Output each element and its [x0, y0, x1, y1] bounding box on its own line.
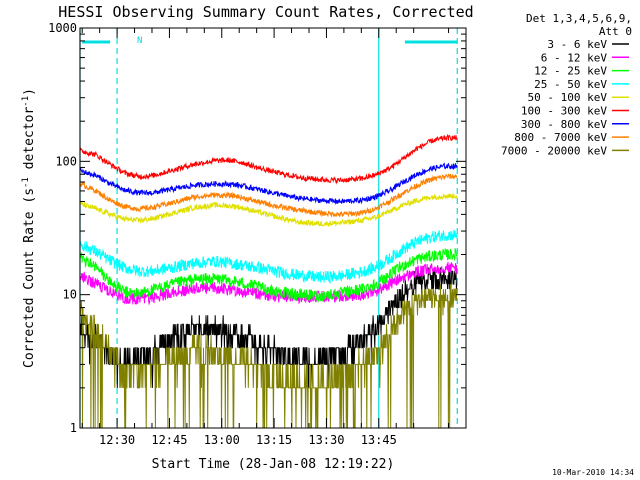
x-tick-label: 13:00: [204, 433, 240, 447]
series-line: [80, 284, 458, 428]
legend-label: 7000 - 20000 keV: [501, 144, 607, 157]
y-axis-label-superscript: -1: [21, 96, 31, 107]
plot-frame: [79, 27, 467, 429]
series-line: [80, 162, 458, 205]
series-line: [80, 133, 458, 185]
chart-title: HESSI Observing Summary Count Rates, Cor…: [58, 3, 473, 21]
y-tick-label: 10: [63, 288, 77, 302]
legend-label: 100 - 300 keV: [521, 105, 607, 118]
series-line: [80, 267, 458, 388]
x-axis-label: Start Time (28-Jan-08 12:19:22): [152, 457, 395, 472]
y-axis-label: Corrected Count Rate (s-1 detector-1): [21, 88, 37, 368]
x-tick-label: 13:30: [308, 433, 344, 447]
legend-header-detectors: Det 1,3,4,5,6,9,: [526, 12, 632, 25]
legend-label: 25 - 50 keV: [534, 78, 607, 91]
y-axis-label-superscript: -1: [21, 177, 31, 188]
y-tick-label: 1: [70, 421, 77, 435]
y-axis-label-part: ): [22, 88, 37, 96]
x-tick-label: 12:45: [151, 433, 187, 447]
y-tick-label: 100: [55, 154, 77, 168]
x-tick-label: 13:45: [361, 433, 397, 447]
legend-label: 3 - 6 keV: [547, 38, 607, 51]
series-line: [80, 229, 458, 285]
y-tick-label: 1000: [48, 21, 77, 35]
y-axis-label-part: detector: [22, 107, 37, 178]
plot-area: N 1 10 100 1000 12:30 12:45 13:00 13:15 13:30 13…: [48, 21, 467, 447]
legend-label: 50 - 100 keV: [528, 91, 608, 104]
footer-timestamp: 10-Mar-2010 14:34: [552, 468, 634, 477]
night-marker-label: N: [137, 36, 142, 46]
x-tick-label: 12:30: [99, 433, 135, 447]
x-axis: 12:30 12:45 13:00 13:15 13:30 13:45: [81, 28, 450, 447]
legend-label: 12 - 25 keV: [534, 65, 607, 78]
legend-label: 300 - 800 keV: [521, 118, 607, 131]
legend-label: 800 - 7000 keV: [514, 131, 607, 144]
series-line: [80, 173, 458, 218]
legend-header-attenuator: Att 0: [599, 25, 632, 38]
y-axis: 1 10 100 1000: [48, 21, 466, 435]
x-tick-label: 13:15: [256, 433, 292, 447]
y-axis-label-part: Corrected Count Rate (s: [22, 188, 37, 368]
legend-label: 6 - 12 keV: [541, 51, 608, 64]
series-line: [80, 193, 458, 227]
series-lines: [80, 133, 458, 428]
series-line: [80, 248, 458, 303]
